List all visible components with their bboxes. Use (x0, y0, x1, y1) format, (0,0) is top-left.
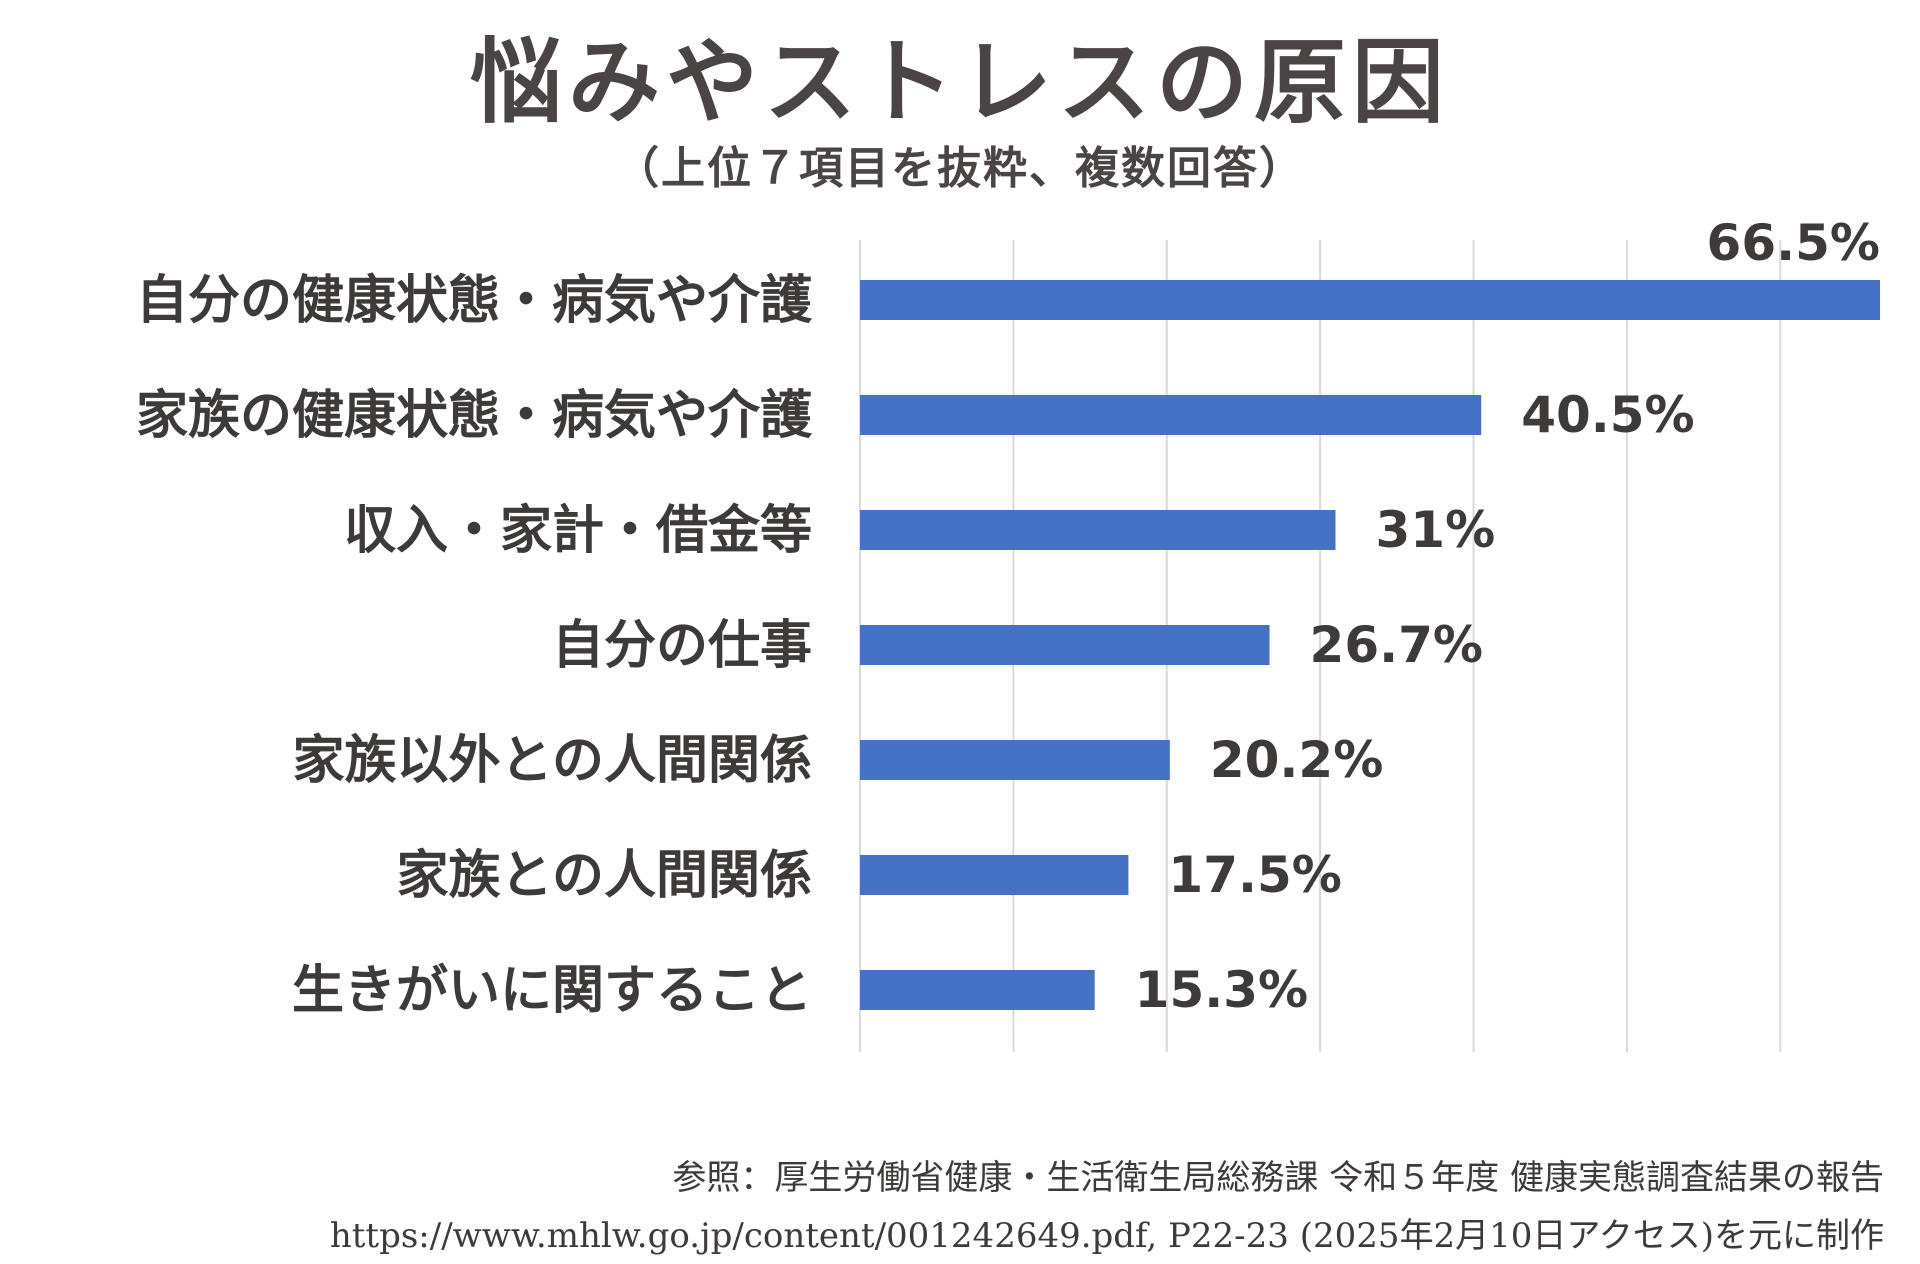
value-label: 66.5% (1707, 214, 1880, 272)
chart-title: 悩みやストレスの原因 (469, 28, 1450, 136)
bar (860, 625, 1270, 665)
value-label: 40.5% (1521, 386, 1694, 444)
source-citation: 参照：厚生労働省健康・生活衛生局総務課 令和５年度 健康実態調査結果の報告 (672, 1158, 1884, 1198)
chart-subtitle: （上位７項目を抜粋、複数回答） (615, 143, 1305, 194)
value-label: 20.2% (1210, 731, 1383, 789)
category-label: 家族との人間関係 (397, 845, 812, 906)
bar (860, 740, 1170, 780)
bar (860, 395, 1482, 435)
category-label: 自分の仕事 (552, 615, 812, 676)
value-label: 15.3% (1135, 961, 1308, 1019)
bar (860, 280, 1880, 320)
category-label: 生きがいに関すること (292, 960, 812, 1021)
value-label: 17.5% (1168, 846, 1341, 904)
category-label: 家族以外との人間関係 (293, 730, 812, 791)
category-label: 収入・家計・借金等 (344, 500, 812, 561)
source-url: https://www.mhlw.go.jp/content/001242649… (329, 1216, 1884, 1256)
bar (860, 855, 1129, 895)
category-label: 家族の健康状態・病気や介護 (136, 385, 813, 446)
category-label: 自分の健康状態・病気や介護 (136, 270, 813, 331)
bar-chart: 自分の健康状態・病気や介護 66.5% 家族の健康状態・病気や介護 40.5% 収入・家… (136, 214, 1880, 1052)
value-label: 26.7% (1310, 616, 1483, 674)
value-label: 31% (1375, 501, 1495, 559)
bar (860, 970, 1095, 1010)
bar (860, 510, 1336, 550)
